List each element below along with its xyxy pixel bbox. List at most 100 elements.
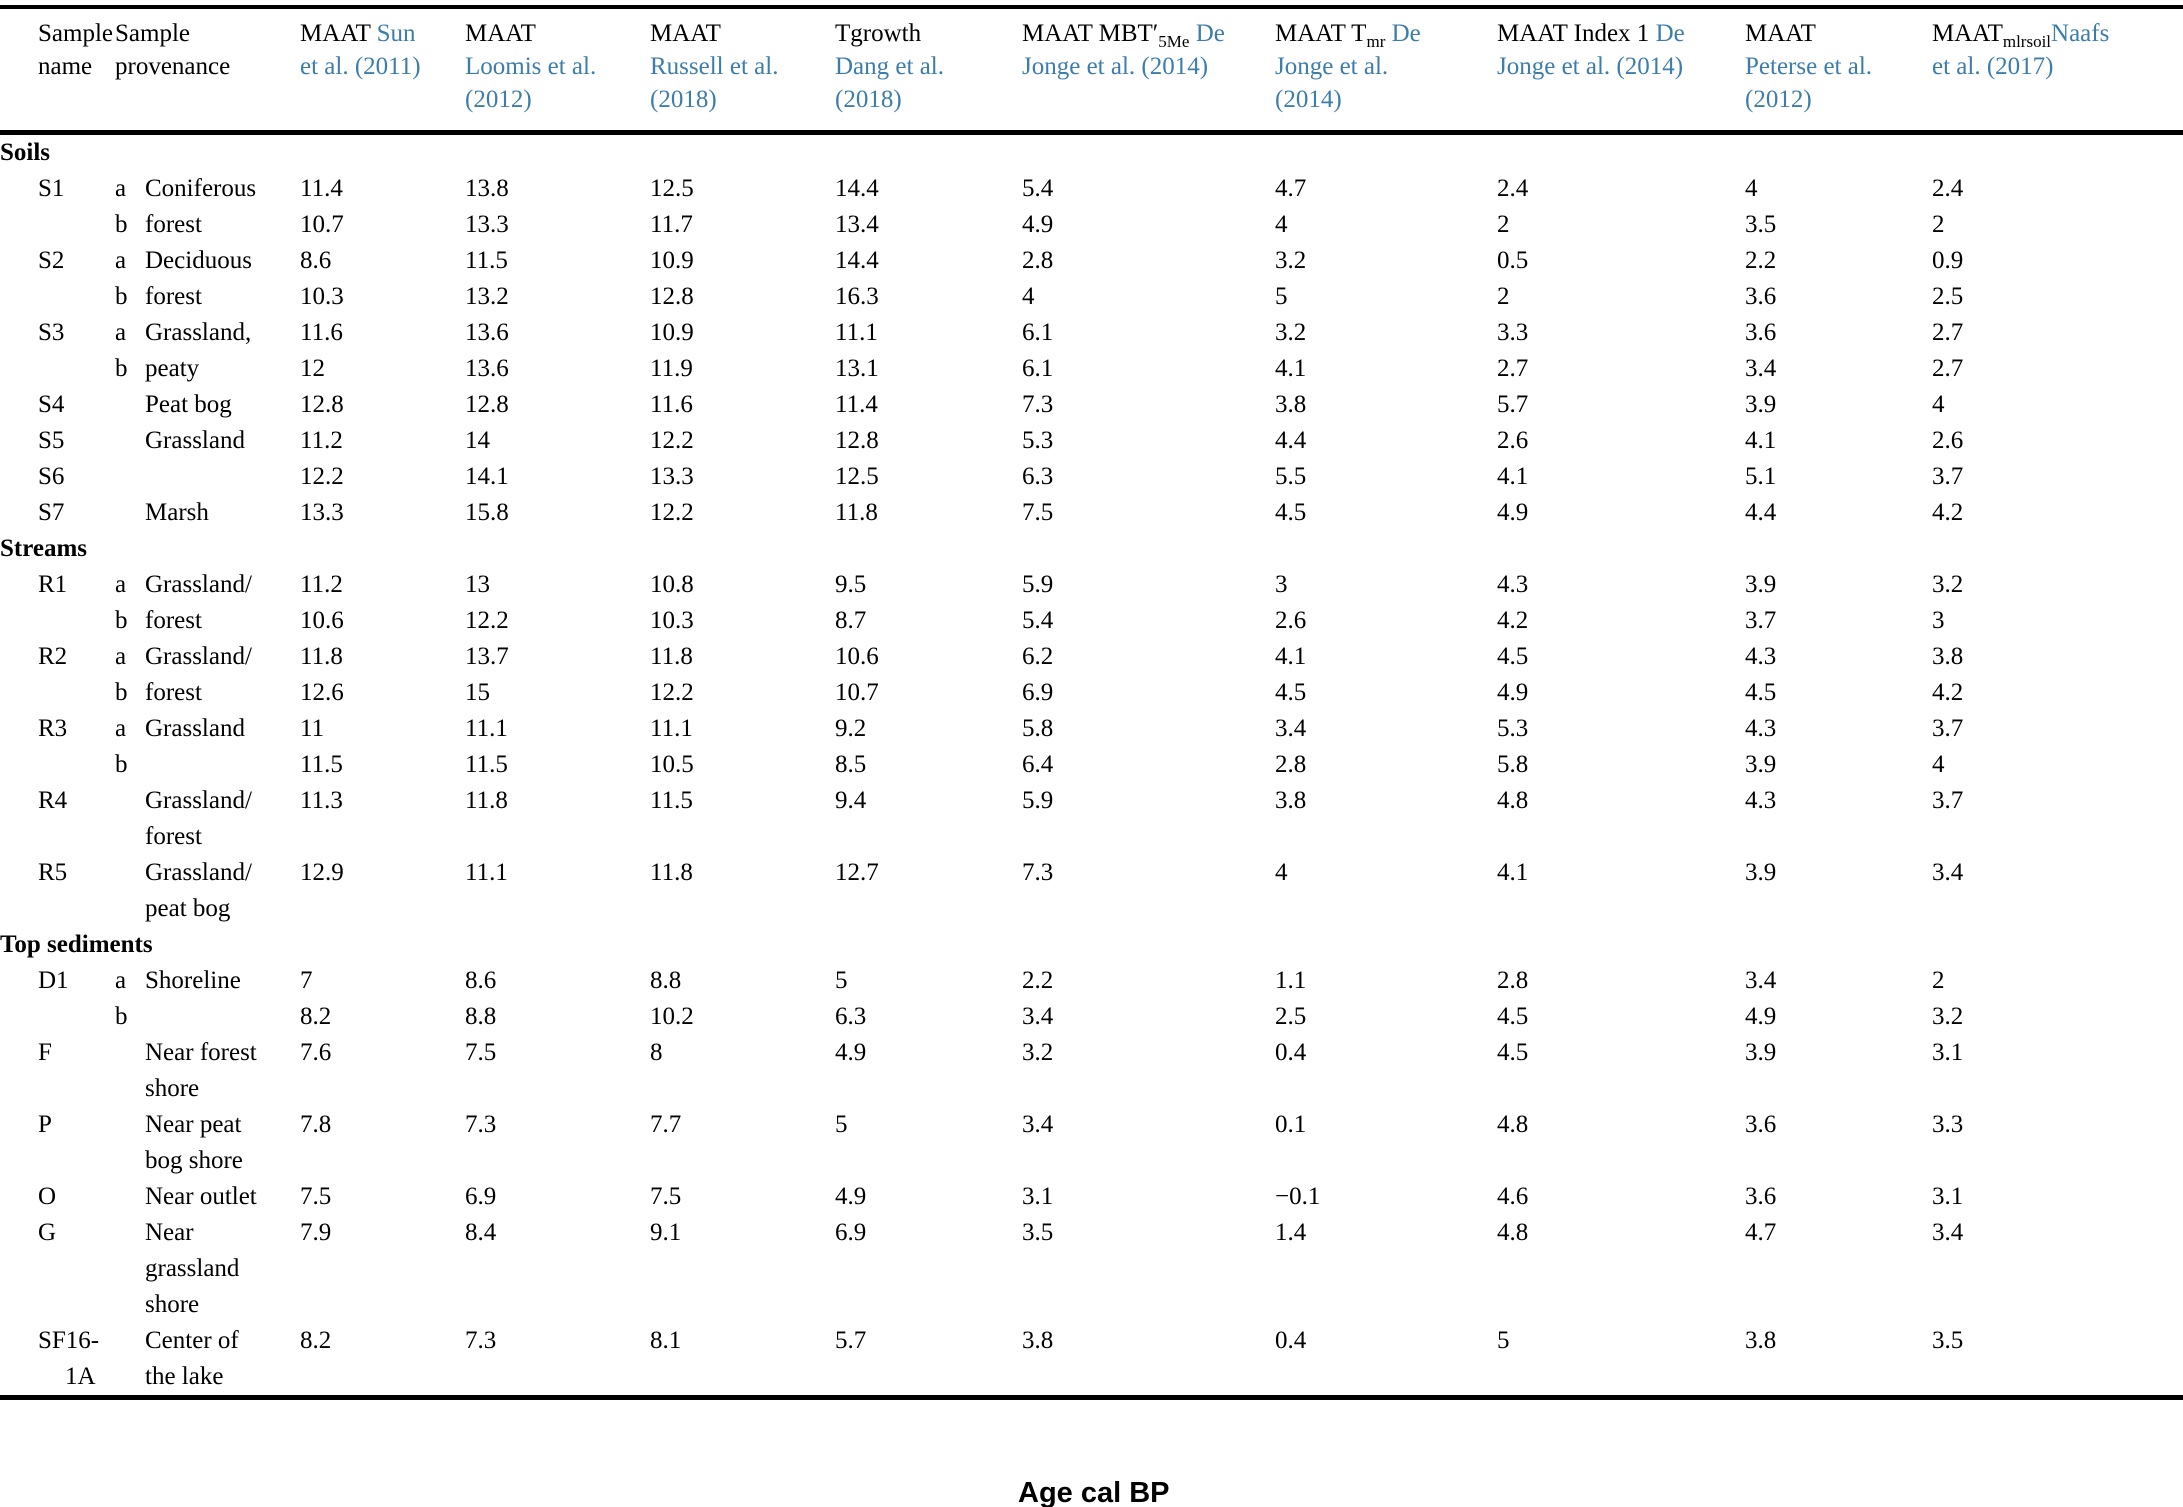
value-cell: 12.8 bbox=[650, 283, 694, 310]
column-header: MAAT Peterse et al. (2012) bbox=[1745, 7, 1932, 135]
citation-link[interactable]: Dang et al. (2018) bbox=[835, 53, 944, 113]
section-heading: Streams bbox=[0, 535, 88, 562]
subsample-letter-cell: b bbox=[115, 355, 128, 382]
value-cell: 7.5 bbox=[1022, 499, 1054, 526]
value-cell: 4.9 bbox=[835, 1183, 867, 1210]
section-row: Soils bbox=[0, 133, 2183, 172]
value-cell: 12.5 bbox=[650, 175, 694, 202]
value-cell: 7.9 bbox=[300, 1219, 332, 1246]
sample-name-cell: S3 bbox=[38, 319, 65, 346]
subsample-letter-cell: b bbox=[115, 211, 128, 238]
sample-name-cell: R4 bbox=[38, 787, 68, 814]
value-cell: 3.6 bbox=[1745, 319, 1777, 346]
value-cell: 10.6 bbox=[300, 607, 344, 634]
citation-link[interactable]: Loomis et al. (2012) bbox=[465, 53, 597, 113]
value-cell: 11.8 bbox=[465, 787, 508, 814]
value-cell: 8.5 bbox=[835, 751, 867, 778]
provenance-cell: Near grassland shore bbox=[145, 1219, 240, 1318]
value-cell: 3.2 bbox=[1932, 571, 1964, 598]
value-cell: 5.4 bbox=[1022, 607, 1054, 634]
citation-link[interactable]: Russell et al. (2018) bbox=[650, 53, 779, 113]
value-cell: 3.6 bbox=[1745, 283, 1777, 310]
value-cell: 2.8 bbox=[1022, 247, 1054, 274]
value-cell: 9.4 bbox=[835, 787, 867, 814]
value-cell: 8.8 bbox=[465, 1003, 497, 1030]
value-cell: 11.4 bbox=[300, 175, 343, 202]
value-cell: 6.9 bbox=[835, 1219, 867, 1246]
citation-link[interactable]: De Jonge et al. (2014) bbox=[1022, 20, 1225, 80]
value-cell: 2.2 bbox=[1745, 247, 1777, 274]
header-label: MAAT bbox=[1932, 20, 2003, 47]
value-cell: 3.2 bbox=[1932, 1003, 1964, 1030]
subsample-letter-cell: a bbox=[115, 967, 127, 994]
value-cell: 13.1 bbox=[835, 355, 879, 382]
value-cell: 0.5 bbox=[1497, 247, 1529, 274]
value-cell: 5.9 bbox=[1022, 571, 1054, 598]
value-cell: 3.7 bbox=[1932, 787, 1964, 814]
value-cell: 12.8 bbox=[465, 391, 509, 418]
subsample-letter-cell bbox=[115, 495, 145, 531]
value-cell: 4.5 bbox=[1275, 679, 1307, 706]
value-cell: 13.7 bbox=[465, 643, 509, 670]
subsample-letter-cell: a bbox=[115, 715, 127, 742]
value-cell: 3.1 bbox=[1022, 1183, 1054, 1210]
value-cell: 2.7 bbox=[1497, 355, 1529, 382]
value-cell: 10.9 bbox=[650, 247, 694, 274]
value-cell: 6.3 bbox=[835, 1003, 867, 1030]
value-cell: 11.7 bbox=[650, 211, 693, 238]
value-cell: 11 bbox=[300, 715, 325, 742]
value-cell: 12.2 bbox=[650, 679, 694, 706]
value-cell: 5.1 bbox=[1745, 463, 1777, 490]
value-cell: 11.5 bbox=[650, 787, 693, 814]
value-cell: 4 bbox=[1745, 175, 1758, 202]
value-cell: 11.2 bbox=[300, 427, 343, 454]
subsample-letter-cell bbox=[115, 387, 145, 423]
value-cell: 14.4 bbox=[835, 175, 879, 202]
value-cell: 3.2 bbox=[1022, 1039, 1054, 1066]
value-cell: 4.9 bbox=[1497, 499, 1529, 526]
value-cell: 11.8 bbox=[835, 499, 878, 526]
column-header: MAAT Sun et al. (2011) bbox=[300, 7, 465, 135]
value-cell: 7.7 bbox=[650, 1111, 682, 1138]
value-cell: 12.6 bbox=[300, 679, 344, 706]
provenance-cell: Deciduous bbox=[145, 247, 252, 274]
value-cell: 13 bbox=[465, 571, 490, 598]
value-cell: 8.6 bbox=[465, 967, 497, 994]
value-cell: 4.2 bbox=[1497, 607, 1529, 634]
citation-link[interactable]: De Jonge et al. (2014) bbox=[1275, 20, 1421, 113]
value-cell: 2.4 bbox=[1932, 175, 1964, 202]
sample-name-cell bbox=[0, 675, 115, 711]
citation-link[interactable]: Naafs et al. (2017) bbox=[1932, 20, 2110, 80]
value-cell: 11.8 bbox=[650, 643, 693, 670]
header-label: Sample name bbox=[38, 20, 113, 80]
sample-name-cell: R1 bbox=[38, 571, 68, 598]
citation-link[interactable]: Sun et al. (2011) bbox=[300, 20, 421, 80]
value-cell: 10.8 bbox=[650, 571, 694, 598]
provenance-cell bbox=[145, 999, 300, 1035]
value-cell: 2.2 bbox=[1022, 967, 1054, 994]
sample-name-cell bbox=[0, 207, 115, 243]
value-cell: 5.8 bbox=[1497, 751, 1529, 778]
value-cell: 2.7 bbox=[1932, 319, 1964, 346]
sample-name-cell: R3 bbox=[38, 715, 68, 742]
provenance-cell: Coniferous bbox=[145, 175, 257, 202]
value-cell: 8.8 bbox=[650, 967, 682, 994]
value-cell: 8.2 bbox=[300, 1003, 332, 1030]
value-cell: 11.6 bbox=[300, 319, 343, 346]
provenance-cell: Peat bog bbox=[145, 391, 232, 418]
value-cell: 4.1 bbox=[1497, 859, 1529, 886]
table-row: F Near forest shore 7.6 7.5 8 4.9 3.2 0.4 4.5 3.9… bbox=[0, 1035, 2183, 1107]
sample-name-cell bbox=[0, 747, 115, 783]
value-cell: 10.7 bbox=[835, 679, 879, 706]
value-cell: 3.1 bbox=[1932, 1039, 1964, 1066]
table-row: b forest 12.6 15 12.2 10.7 6.9 4.5 4.9 4.5 4.2 bbox=[0, 675, 2183, 711]
sample-name-cell: D1 bbox=[38, 967, 69, 994]
value-cell: 11.1 bbox=[650, 715, 693, 742]
value-cell: 3.6 bbox=[1745, 1183, 1777, 1210]
sample-name-cell bbox=[0, 351, 115, 387]
citation-link[interactable]: De Jonge et al. (2014) bbox=[1497, 20, 1685, 80]
header-label: MAAT bbox=[650, 20, 721, 47]
value-cell: 4.6 bbox=[1497, 1183, 1529, 1210]
citation-link[interactable]: Peterse et al. (2012) bbox=[1745, 53, 1873, 113]
subsample-letter-cell: a bbox=[115, 175, 127, 202]
